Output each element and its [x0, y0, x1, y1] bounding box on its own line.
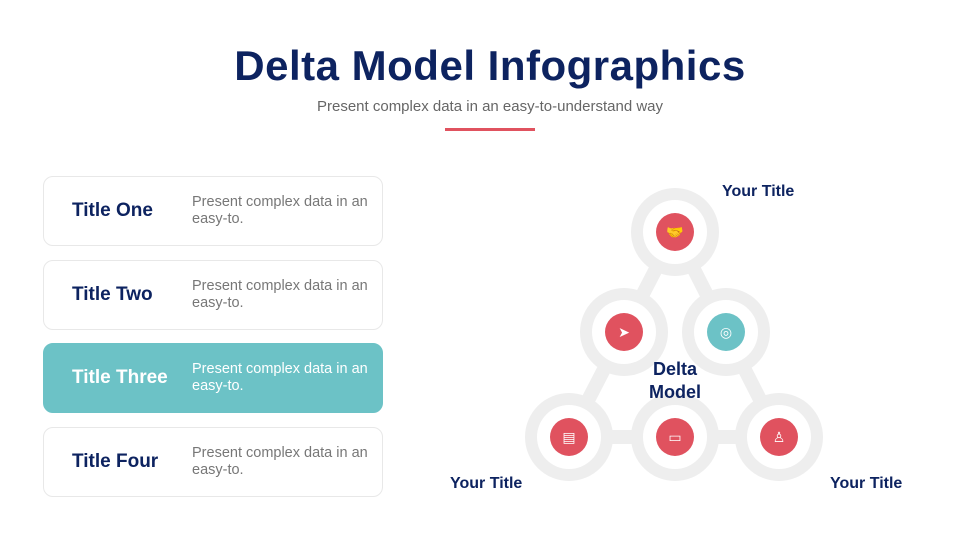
card-title-one[interactable]: Title One Present complex data in an eas…	[43, 176, 383, 246]
card-desc: Present complex data in an easy-to.	[192, 278, 368, 311]
node-5: ▭	[631, 393, 719, 481]
card-title: Title Three	[72, 367, 168, 388]
card-title: Title Two	[72, 284, 153, 305]
document-icon-glyph: ▤	[562, 430, 575, 446]
card-title: Title Four	[72, 451, 159, 472]
handshake-icon-glyph: 🤝	[666, 225, 683, 241]
title-underline	[445, 128, 535, 131]
page-title: Delta Model Infographics	[234, 42, 746, 89]
handshake-icon	[656, 213, 694, 251]
node-6: ♙	[735, 393, 823, 481]
globe-exchange-icon-glyph: ◎	[720, 325, 732, 341]
card-check-icon	[656, 418, 694, 456]
center-line-1: Delta	[652, 359, 697, 379]
globe-exchange-icon	[707, 313, 745, 351]
page-subtitle: Present complex data in an easy-to-under…	[316, 98, 664, 115]
label-left: Your Title	[450, 475, 523, 492]
paper-plane-icon-glyph: ➤	[618, 325, 630, 341]
label-right: Your Title	[830, 475, 903, 492]
node-1: 🤝	[631, 188, 719, 276]
card-desc: Present complex data in an easy-to.	[192, 445, 368, 478]
node-3: ◎	[682, 288, 770, 376]
document-icon	[550, 418, 588, 456]
center-line-2: Model	[649, 382, 701, 402]
node-2: ➤	[580, 288, 668, 376]
team-idea-icon	[760, 418, 798, 456]
card-title-four[interactable]: Title Four Present complex data in an ea…	[43, 427, 383, 497]
paper-plane-icon	[605, 313, 643, 351]
card-title: Title One	[72, 200, 153, 221]
card-desc: Present complex data in an easy-to.	[192, 194, 368, 227]
card-title-two[interactable]: Title Two Present complex data in an eas…	[43, 260, 383, 330]
node-4: ▤	[525, 393, 613, 481]
label-top: Your Title	[722, 183, 795, 200]
card-desc: Present complex data in an easy-to.	[192, 361, 368, 394]
team-idea-icon-glyph: ♙	[773, 430, 786, 446]
card-title-three[interactable]: Title Three Present complex data in an e…	[43, 343, 383, 413]
card-check-icon-glyph: ▭	[668, 430, 681, 446]
diagram-center-label: Delta Model	[620, 358, 730, 404]
